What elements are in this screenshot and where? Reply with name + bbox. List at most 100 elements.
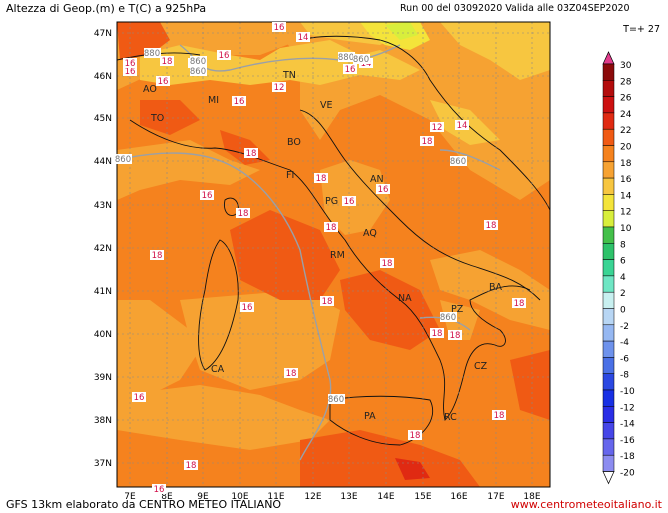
svg-text:18: 18 [422,137,433,147]
legend-swatch [602,324,615,342]
temp-label: 16 [200,190,214,201]
temp-label: 18 [150,250,164,261]
svg-text:18: 18 [432,329,443,339]
temp-label: 12 [272,82,286,93]
temp-label: 16 [240,302,254,313]
svg-text:18: 18 [326,223,337,233]
legend-label: -16 [620,436,635,446]
temp-label: 18 [430,328,444,339]
legend-label: 30 [620,61,632,71]
legend-swatch [602,226,615,244]
geopotential-labels: 880 860 860 880 860 860 860 860 860 [115,48,467,405]
city-label: TN [282,70,296,81]
legend-label: 4 [620,273,626,283]
svg-text:18: 18 [186,461,197,471]
svg-text:18: 18 [514,299,525,309]
legend-swatch [602,373,615,391]
svg-text:18: 18 [486,221,497,231]
svg-text:860: 860 [115,155,131,165]
svg-text:14: 14 [298,33,309,43]
svg-text:16: 16 [202,191,213,201]
lat-tick-label: 37N [94,459,112,469]
temp-label: 16 [152,484,166,495]
city-label: RM [330,250,345,261]
svg-text:18: 18 [162,57,173,67]
lon-axis: 7E 8E 9E 10E 11E 12E 13E 14E 15E 16E 17E… [124,492,541,502]
temp-label: 16 [123,58,137,69]
lat-tick-label: 38N [94,416,112,426]
city-label: VE [320,100,333,111]
svg-text:18: 18 [494,411,505,421]
geop-label: 860 [328,394,345,405]
lon-tick-label: 18E [523,492,540,502]
legend-arrow-top [602,51,615,65]
legend-label: 12 [620,208,631,218]
temp-label: 18 [408,430,422,441]
legend-label: -6 [620,354,629,364]
legend-label: -10 [620,387,635,397]
geop-label: 860 [190,56,207,67]
run-info: Run 00 del 03092020 Valida alle 03Z04SEP… [400,3,630,14]
legend-label: 16 [620,175,632,185]
svg-text:16: 16 [219,51,230,61]
temp-label: 18 [380,258,394,269]
svg-text:16: 16 [378,185,389,195]
legend-swatch [602,112,615,130]
city-label: FI [286,170,294,181]
temp-label: 14 [296,32,310,43]
city-label: PZ [451,304,464,315]
svg-text:18: 18 [238,209,249,219]
lat-tick-label: 43N [94,201,112,211]
lat-tick-label: 39N [94,373,112,383]
legend-swatch [602,259,615,277]
lon-tick-label: 16E [450,492,467,502]
temp-label: 16 [272,22,286,33]
city-label: CA [211,364,225,375]
svg-text:18: 18 [410,431,421,441]
legend-label: 26 [620,94,632,104]
temp-label: 18 [314,173,328,184]
temp-label: 16 [217,50,231,61]
temp-label: 18 [324,222,338,233]
city-label: NA [398,293,412,304]
legend-label: 28 [620,77,632,87]
legend-swatch [602,243,615,260]
city-label: PA [364,411,376,422]
legend-label: -4 [620,338,629,348]
temp-label: 16 [343,64,357,75]
legend-swatch [602,177,615,195]
lon-tick-label: 8E [161,492,173,502]
legend-label: 18 [620,159,632,169]
svg-text:880: 880 [144,49,160,59]
temperature-field [117,22,550,487]
legend-swatch [602,438,615,456]
legend-swatch [602,161,615,179]
chart-title: Altezza di Geop.(m) e T(C) a 925hPa [6,2,207,15]
timestep-label: T=+ 27 [623,24,660,35]
map-frame [116,21,551,488]
temp-label: 16 [232,96,246,107]
legend-label: -8 [620,371,629,381]
svg-text:16: 16 [274,23,285,33]
legend-label: 10 [620,224,632,234]
legend-swatch [602,454,615,472]
legend-swatch [602,96,615,114]
svg-text:18: 18 [450,331,461,341]
city-label: CZ [474,361,488,372]
temp-label: 18 [448,330,462,341]
legend-swatch [602,128,615,146]
lon-tick-label: 12E [304,492,321,502]
svg-text:18: 18 [382,259,393,269]
city-label: PG [325,196,338,207]
legend-label: 2 [620,289,626,299]
svg-text:14: 14 [457,121,468,131]
geop-label: 880 [144,48,161,59]
footer-website[interactable]: www.centrometeoitaliano.it [510,498,662,511]
temp-label: 16 [132,392,146,403]
city-label: BA [489,282,503,293]
legend-swatch [602,145,615,163]
legend-swatch [602,210,615,228]
legend-swatch [602,308,615,326]
legend-swatch [602,406,615,423]
svg-text:16: 16 [234,97,245,107]
